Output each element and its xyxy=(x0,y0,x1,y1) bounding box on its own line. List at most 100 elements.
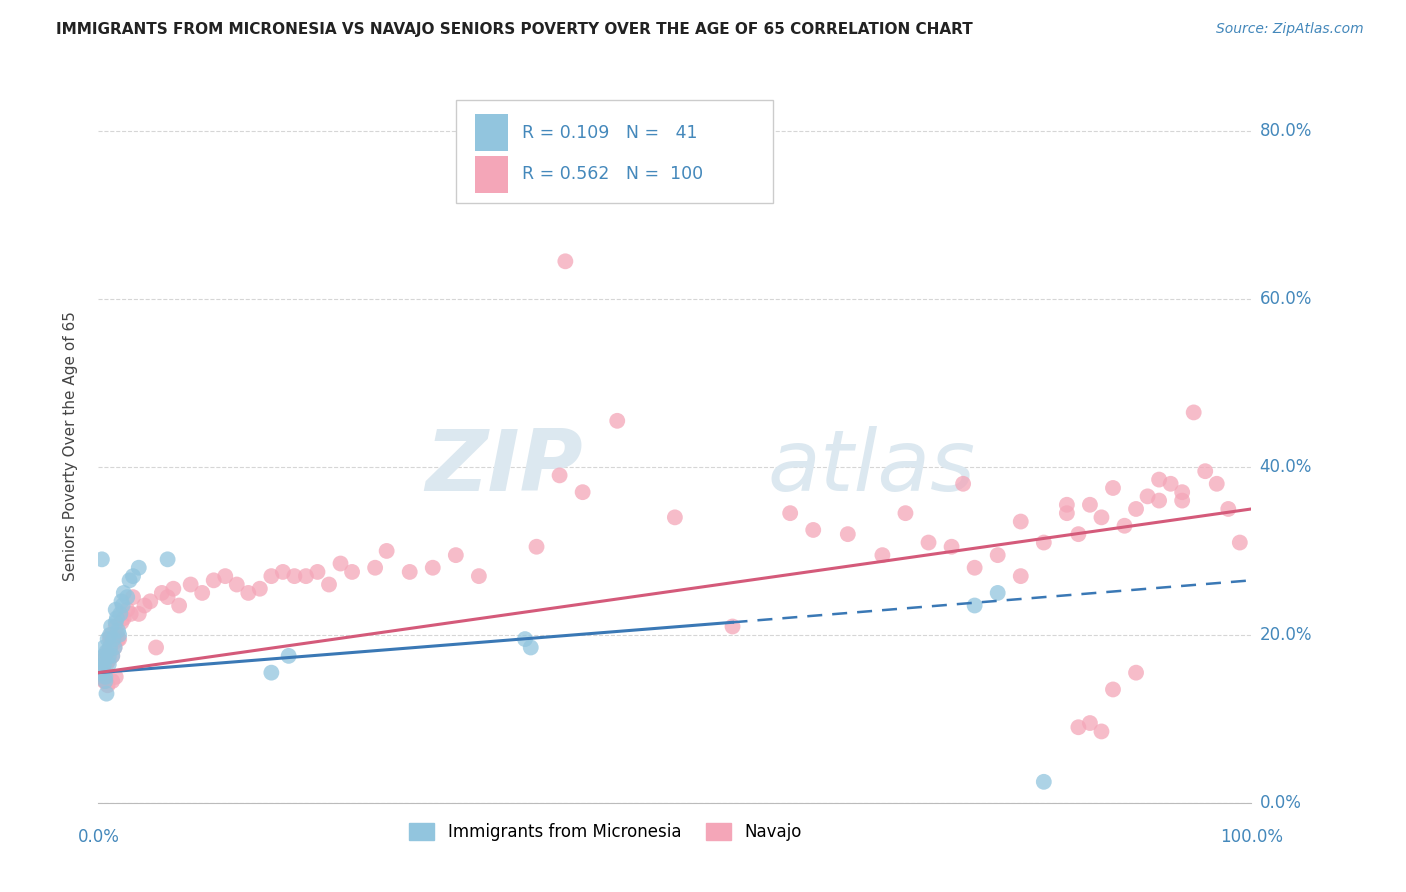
Point xyxy=(128,560,150,574)
Point xyxy=(1147,493,1170,508)
Point xyxy=(108,628,131,642)
Point xyxy=(110,594,132,608)
Point xyxy=(554,254,576,268)
Point xyxy=(571,485,593,500)
Point xyxy=(117,603,139,617)
Text: R = 0.562   N =  100: R = 0.562 N = 100 xyxy=(522,165,703,183)
Point xyxy=(97,648,120,663)
Point xyxy=(156,590,179,604)
Text: Source: ZipAtlas.com: Source: ZipAtlas.com xyxy=(1216,22,1364,37)
Y-axis label: Seniors Poverty Over the Age of 65: Seniors Poverty Over the Age of 65 xyxy=(63,311,77,581)
Point xyxy=(112,611,135,625)
Point xyxy=(1171,485,1194,500)
Point xyxy=(94,674,117,689)
Point xyxy=(112,586,135,600)
Point xyxy=(1090,724,1112,739)
Bar xyxy=(475,114,508,152)
Point xyxy=(107,624,129,638)
Point xyxy=(91,653,114,667)
Point xyxy=(101,648,124,663)
Point xyxy=(156,552,179,566)
Bar xyxy=(475,155,508,193)
Point xyxy=(329,557,352,571)
Point xyxy=(93,674,115,689)
Point xyxy=(1010,515,1032,529)
Text: 0.0%: 0.0% xyxy=(77,828,120,846)
Point xyxy=(98,628,121,642)
Point xyxy=(963,560,986,574)
Text: 100.0%: 100.0% xyxy=(1220,828,1282,846)
Point xyxy=(105,628,128,642)
Text: atlas: atlas xyxy=(768,425,976,509)
Point xyxy=(118,574,141,588)
Point xyxy=(963,599,986,613)
Point xyxy=(872,548,894,562)
Point xyxy=(120,607,142,621)
Point xyxy=(987,548,1010,562)
Point xyxy=(90,665,112,680)
Point xyxy=(1067,527,1090,541)
Point xyxy=(134,599,156,613)
Point xyxy=(128,607,150,621)
Point xyxy=(104,670,127,684)
Legend: Immigrants from Micronesia, Navajo: Immigrants from Micronesia, Navajo xyxy=(402,816,808,848)
Point xyxy=(202,574,225,588)
Point xyxy=(98,640,121,655)
Point xyxy=(103,636,125,650)
Point xyxy=(1102,481,1125,495)
Point xyxy=(105,611,128,625)
Point xyxy=(894,506,917,520)
Point xyxy=(180,577,202,591)
FancyBboxPatch shape xyxy=(456,100,773,203)
Point xyxy=(93,653,115,667)
Point xyxy=(96,687,118,701)
Point xyxy=(779,506,801,520)
Point xyxy=(96,657,118,672)
Point xyxy=(111,599,134,613)
Point xyxy=(97,632,120,646)
Point xyxy=(150,586,173,600)
Point xyxy=(952,476,974,491)
Point xyxy=(122,590,145,604)
Point xyxy=(167,599,190,613)
Point xyxy=(249,582,271,596)
Point xyxy=(93,640,115,655)
Point xyxy=(283,569,305,583)
Text: R = 0.109   N =   41: R = 0.109 N = 41 xyxy=(522,124,697,142)
Point xyxy=(1194,464,1216,478)
Point xyxy=(90,552,112,566)
Point xyxy=(375,544,398,558)
Point xyxy=(94,648,117,663)
Point xyxy=(307,565,329,579)
Point xyxy=(837,527,859,541)
Point xyxy=(94,674,117,689)
Point xyxy=(97,645,120,659)
Point xyxy=(271,565,294,579)
Point xyxy=(93,657,115,672)
Point xyxy=(91,661,114,675)
Point xyxy=(364,560,387,574)
Point xyxy=(93,670,115,684)
Point xyxy=(1171,493,1194,508)
Point xyxy=(318,577,340,591)
Point xyxy=(1090,510,1112,524)
Point xyxy=(107,632,129,646)
Point xyxy=(295,569,318,583)
Point xyxy=(122,569,145,583)
Point xyxy=(1056,506,1078,520)
Point xyxy=(117,590,139,604)
Point xyxy=(1136,489,1159,503)
Point xyxy=(1125,502,1147,516)
Point xyxy=(103,640,125,655)
Point xyxy=(139,594,162,608)
Point xyxy=(110,607,132,621)
Point xyxy=(513,632,536,646)
Text: 60.0%: 60.0% xyxy=(1260,290,1312,308)
Point xyxy=(104,619,127,633)
Text: 40.0%: 40.0% xyxy=(1260,458,1312,476)
Point xyxy=(100,628,122,642)
Point xyxy=(97,657,120,672)
Point xyxy=(721,619,744,633)
Point xyxy=(277,648,299,663)
Point xyxy=(104,603,127,617)
